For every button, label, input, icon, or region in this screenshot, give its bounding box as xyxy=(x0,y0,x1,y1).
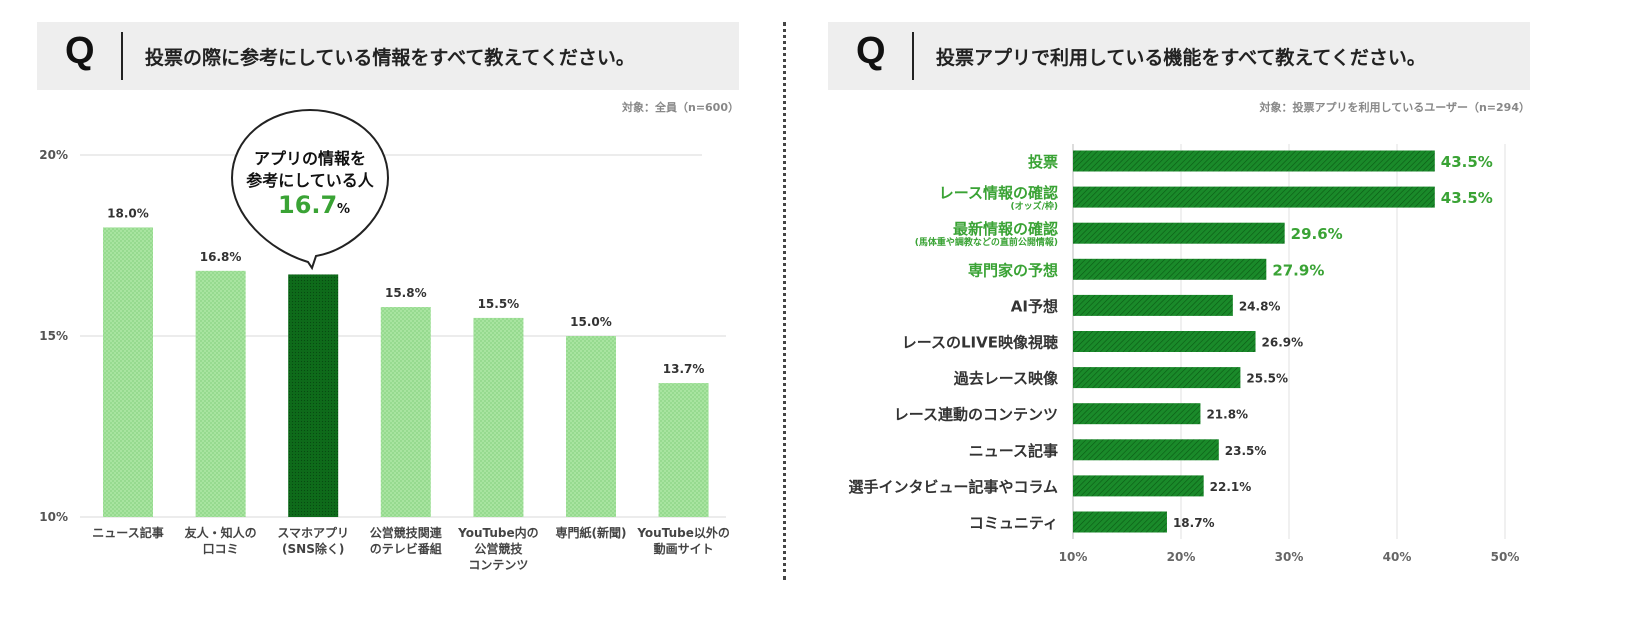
bar xyxy=(1073,475,1204,497)
y-category-label: レース連動のコンテンツ xyxy=(894,406,1058,424)
y-category-label: 過去レース映像 xyxy=(953,370,1059,388)
q-separator xyxy=(121,32,123,80)
bar-value-label: 26.9% xyxy=(1262,336,1304,350)
bar xyxy=(1073,367,1241,389)
bar-value-label: 18.0% xyxy=(107,206,149,220)
bar xyxy=(1073,331,1256,352)
q-separator xyxy=(912,32,914,80)
panel-divider xyxy=(783,22,786,580)
right-question-box: Q 投票アプリで利用している機能をすべて教えてください。 xyxy=(828,22,1530,90)
y-category-label: レース情報の確認 xyxy=(939,184,1058,202)
callout-line2: 参考にしている人 xyxy=(246,171,375,190)
callout-value: 16.7 xyxy=(278,191,337,219)
left-sample-note: 対象：全員（n=600） xyxy=(621,101,739,114)
bar xyxy=(288,274,339,517)
bar xyxy=(1073,222,1285,244)
y-category-sublabel: (馬体重や調教などの直前公開情報) xyxy=(915,236,1058,248)
bar xyxy=(1073,258,1267,280)
callout-unit: % xyxy=(337,202,350,217)
bar xyxy=(566,336,616,517)
x-tick-label: 50% xyxy=(1491,550,1520,564)
y-category-label: 選手インタビュー記事やコラム xyxy=(848,478,1058,496)
bar-value-label: 16.8% xyxy=(200,250,242,264)
x-category-label: YouTube内の xyxy=(457,525,539,540)
x-tick-label: 30% xyxy=(1275,550,1304,564)
y-tick-label: 15% xyxy=(39,329,68,343)
bar xyxy=(1073,150,1435,172)
y-category-sublabel: (オッズ/枠) xyxy=(1010,200,1058,212)
y-tick-label: 10% xyxy=(39,510,68,524)
x-tick-label: 20% xyxy=(1167,550,1196,564)
bar xyxy=(1073,186,1435,208)
bar-value-label: 13.7% xyxy=(663,362,705,376)
bar-value-label: 22.1% xyxy=(1210,480,1252,494)
y-category-label: ニュース記事 xyxy=(969,442,1058,460)
right-bar-chart: 10% 20% 30% 40% 50% 43.5% 投票 43.5% レース情報の確認(オッズ… xyxy=(848,144,1520,564)
left-question-text: 投票の際に参考にしている情報をすべて教えてください。 xyxy=(145,47,635,69)
q-mark: Q xyxy=(856,30,886,72)
y-tick-label: 20% xyxy=(39,148,68,162)
x-category-label: 友人・知人の xyxy=(184,525,257,540)
x-category-label: YouTube以外の xyxy=(636,525,730,540)
y-category-label: レースのLIVE映像視聴 xyxy=(902,334,1058,352)
x-category-label: (SNS除く) xyxy=(282,541,344,556)
x-category-label: 公営競技 xyxy=(474,541,523,556)
bar-value-label: 18.7% xyxy=(1173,516,1215,530)
y-category-label: AI予想 xyxy=(1011,297,1058,315)
bar xyxy=(103,227,153,517)
bar-value-label: 24.8% xyxy=(1239,299,1281,313)
bar-value-label: 43.5% xyxy=(1441,153,1493,171)
bar-value-label: 29.6% xyxy=(1291,225,1343,243)
right-question-text: 投票アプリで利用している機能をすべて教えてください。 xyxy=(936,47,1426,69)
y-category-label: 最新情報の確認 xyxy=(953,220,1058,238)
y-category-label: コミュニティ xyxy=(969,514,1058,532)
callout-bubble: アプリの情報を 参考にしている人 16.7 % xyxy=(230,108,390,271)
q-mark: Q xyxy=(65,30,95,72)
bar xyxy=(195,270,246,517)
x-tick-label: 40% xyxy=(1383,550,1412,564)
y-category-label: 投票 xyxy=(1028,153,1058,171)
bar-value-label: 43.5% xyxy=(1441,189,1493,207)
y-category-label: 専門家の予想 xyxy=(968,261,1058,279)
x-category-label: 口コミ xyxy=(203,542,239,556)
bar xyxy=(1073,439,1219,461)
bar xyxy=(1073,511,1167,533)
right-sample-note: 対象：投票アプリを利用しているユーザー（n=294） xyxy=(1259,101,1530,114)
left-question-box: Q 投票の際に参考にしている情報をすべて教えてください。 xyxy=(37,22,739,90)
x-category-label: ニュース記事 xyxy=(92,525,163,540)
bar xyxy=(380,307,431,517)
callout-shape xyxy=(230,108,390,271)
bar-value-label: 27.9% xyxy=(1272,261,1324,279)
bar xyxy=(473,317,524,517)
bar-value-label: 15.0% xyxy=(570,315,612,329)
x-tick-label: 10% xyxy=(1059,550,1088,564)
callout-line1: アプリの情報を xyxy=(254,149,366,168)
x-category-label: コンテンツ xyxy=(468,558,528,572)
bar-value-label: 15.5% xyxy=(478,297,520,311)
x-category-label: 専門紙(新聞) xyxy=(556,525,627,540)
bar-value-label: 15.8% xyxy=(385,286,427,300)
x-category-label: 公営競技関連 xyxy=(370,525,443,540)
bar xyxy=(658,383,709,517)
bar-value-label: 25.5% xyxy=(1246,372,1288,386)
bar-value-label: 21.8% xyxy=(1206,408,1248,422)
x-category-label: のテレビ番組 xyxy=(370,541,442,556)
x-category-label: 動画サイト xyxy=(654,541,714,556)
x-category-label: スマホアプリ xyxy=(277,525,349,540)
bar-value-label: 23.5% xyxy=(1225,444,1267,458)
bar xyxy=(1073,403,1201,425)
bar xyxy=(1073,294,1233,316)
